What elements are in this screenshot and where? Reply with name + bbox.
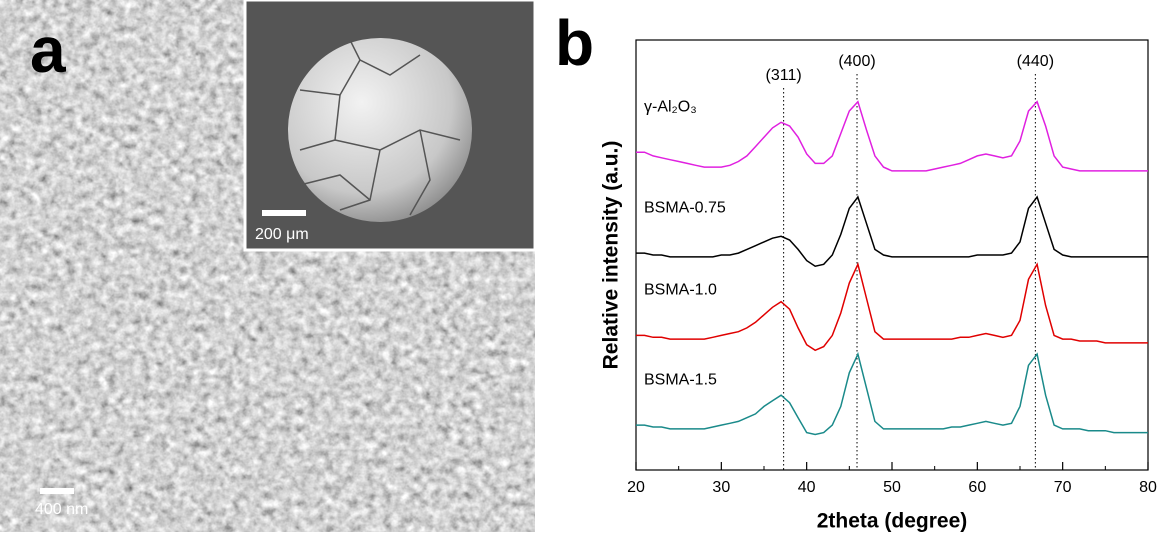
series-label: BSMA-1.0 [644,282,717,299]
series-line [636,354,1148,434]
y-axis-label: Relative intensity (a.u.) [600,141,623,370]
plot-frame [636,40,1148,470]
series-label: BSMA-0.75 [644,199,726,216]
x-tick-label: 40 [798,479,816,496]
x-tick-label: 70 [1054,479,1072,496]
panel-label: a [30,14,66,86]
plot: 20 30 40 50 60 70 80 (311) (400) (440) γ-Al₂O₃ BSMA… [627,53,1157,496]
peak-label: (440) [1017,53,1054,70]
scale-label: 400 nm [35,501,88,518]
series-label: γ-Al₂O₃ [644,98,697,115]
panel-label: b [555,7,594,79]
inset-scale-bar [262,210,306,216]
x-axis-label: 2theta (degree) [817,510,968,532]
scale-bar [40,488,74,494]
x-tick-label: 30 [712,479,730,496]
x-tick-label: 80 [1139,479,1157,496]
figure: 200 μm 400 nm a b 2theta (degree) Relati… [0,0,1160,532]
x-tick-label: 50 [883,479,901,496]
series-line [636,264,1148,350]
inset-scale-label: 200 μm [255,226,309,243]
sphere [288,38,472,222]
series-label: BSMA-1.5 [644,371,717,388]
x-tick-label: 60 [968,479,986,496]
x-tick-label: 20 [627,479,645,496]
peak-label: (311) [766,67,802,84]
series-line [636,102,1148,171]
sem-panel: 200 μm 400 nm a [0,0,535,532]
peak-label: (400) [838,53,875,70]
